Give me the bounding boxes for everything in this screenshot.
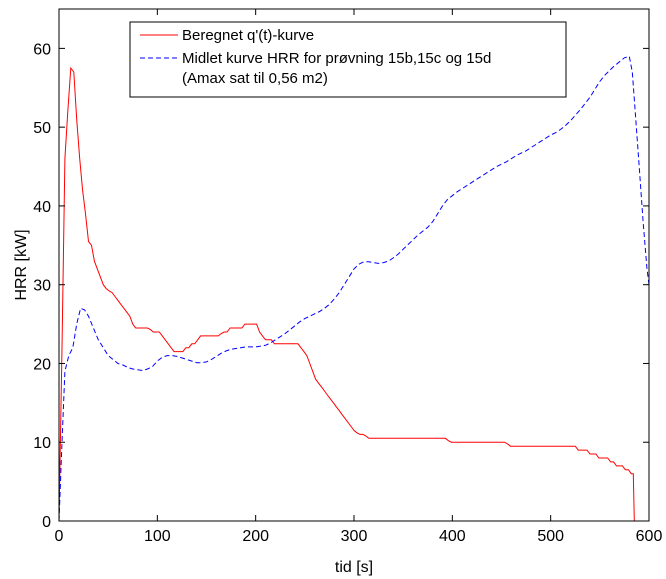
x-tick-label: 300 — [341, 528, 368, 545]
y-axis-label: HRR [kW] — [13, 229, 30, 300]
series-layer — [58, 55, 650, 522]
axis-ticks: 0 100 200 300 400 500 600 0 10 20 30 40 50 60 — [33, 9, 662, 545]
x-tick-label: 400 — [439, 528, 466, 545]
y-tick-label: 0 — [42, 514, 51, 531]
y-tick-label: 40 — [33, 199, 51, 216]
x-tick-label: 100 — [144, 528, 171, 545]
series-line-1 — [58, 55, 650, 522]
x-tick-label: 500 — [537, 528, 564, 545]
x-tick-label: 600 — [636, 528, 663, 545]
x-tick-label: 0 — [55, 528, 64, 545]
x-axis-label: tid [s] — [335, 559, 373, 576]
y-tick-label: 60 — [33, 41, 51, 58]
y-tick-label: 20 — [33, 356, 51, 373]
y-tick-label: 30 — [33, 278, 51, 295]
y-tick-label: 50 — [33, 120, 51, 137]
legend-label-averaged-line2: (Amax sat til 0,56 m2) — [182, 70, 328, 87]
y-tick-label: 10 — [33, 435, 51, 452]
legend: Beregnet q'(t)-kurve Midlet kurve HRR fo… — [129, 21, 567, 98]
legend-label-averaged: Midlet kurve HRR for prøvning 15b,15c og… — [182, 50, 496, 87]
series-line-0 — [58, 66, 635, 522]
x-tick-label: 200 — [242, 528, 269, 545]
legend-label-averaged-line1: Midlet kurve HRR for prøvning 15b,15c og… — [182, 50, 491, 67]
legend-box — [129, 21, 567, 98]
legend-label-computed: Beregnet q'(t)-kurve — [182, 27, 314, 44]
